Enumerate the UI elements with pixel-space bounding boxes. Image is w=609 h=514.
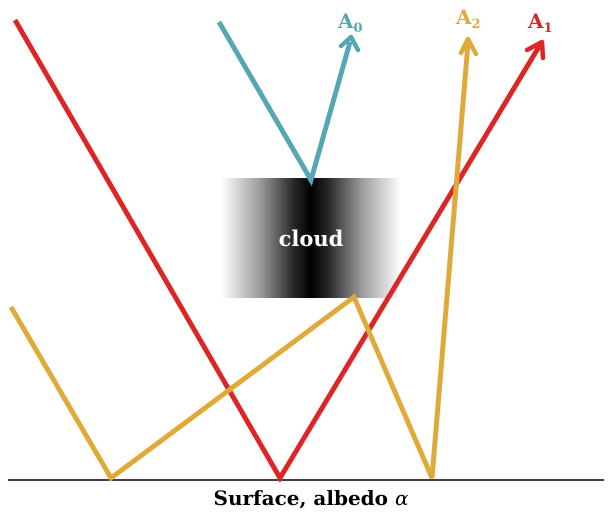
label-a0: A0 [337, 9, 363, 36]
albedo-symbol: α [395, 486, 409, 510]
ray-a0-path [216, 20, 353, 187]
ray-a1-arrowhead [524, 39, 546, 61]
label-a1: A1 [527, 9, 553, 36]
surface-caption: Surface, albedo α [214, 486, 409, 510]
label-a2-main: A [455, 5, 472, 29]
label-a0-main: A [337, 9, 354, 33]
cloud-block [221, 178, 401, 298]
ray-a2-path [8, 42, 471, 482]
label-a1-main: A [527, 9, 544, 33]
ray-a2-arrowhead [458, 36, 479, 57]
surface-caption-text: Surface, albedo [214, 486, 395, 510]
label-a1-sub: 1 [544, 21, 553, 36]
label-a2: A2 [455, 5, 481, 32]
ray-a1-path [12, 18, 543, 483]
ray-a0-arrowhead [338, 34, 361, 53]
label-a2-sub: 2 [472, 17, 481, 32]
cloud-label: cloud [279, 226, 344, 251]
label-a0-sub: 0 [354, 21, 363, 36]
